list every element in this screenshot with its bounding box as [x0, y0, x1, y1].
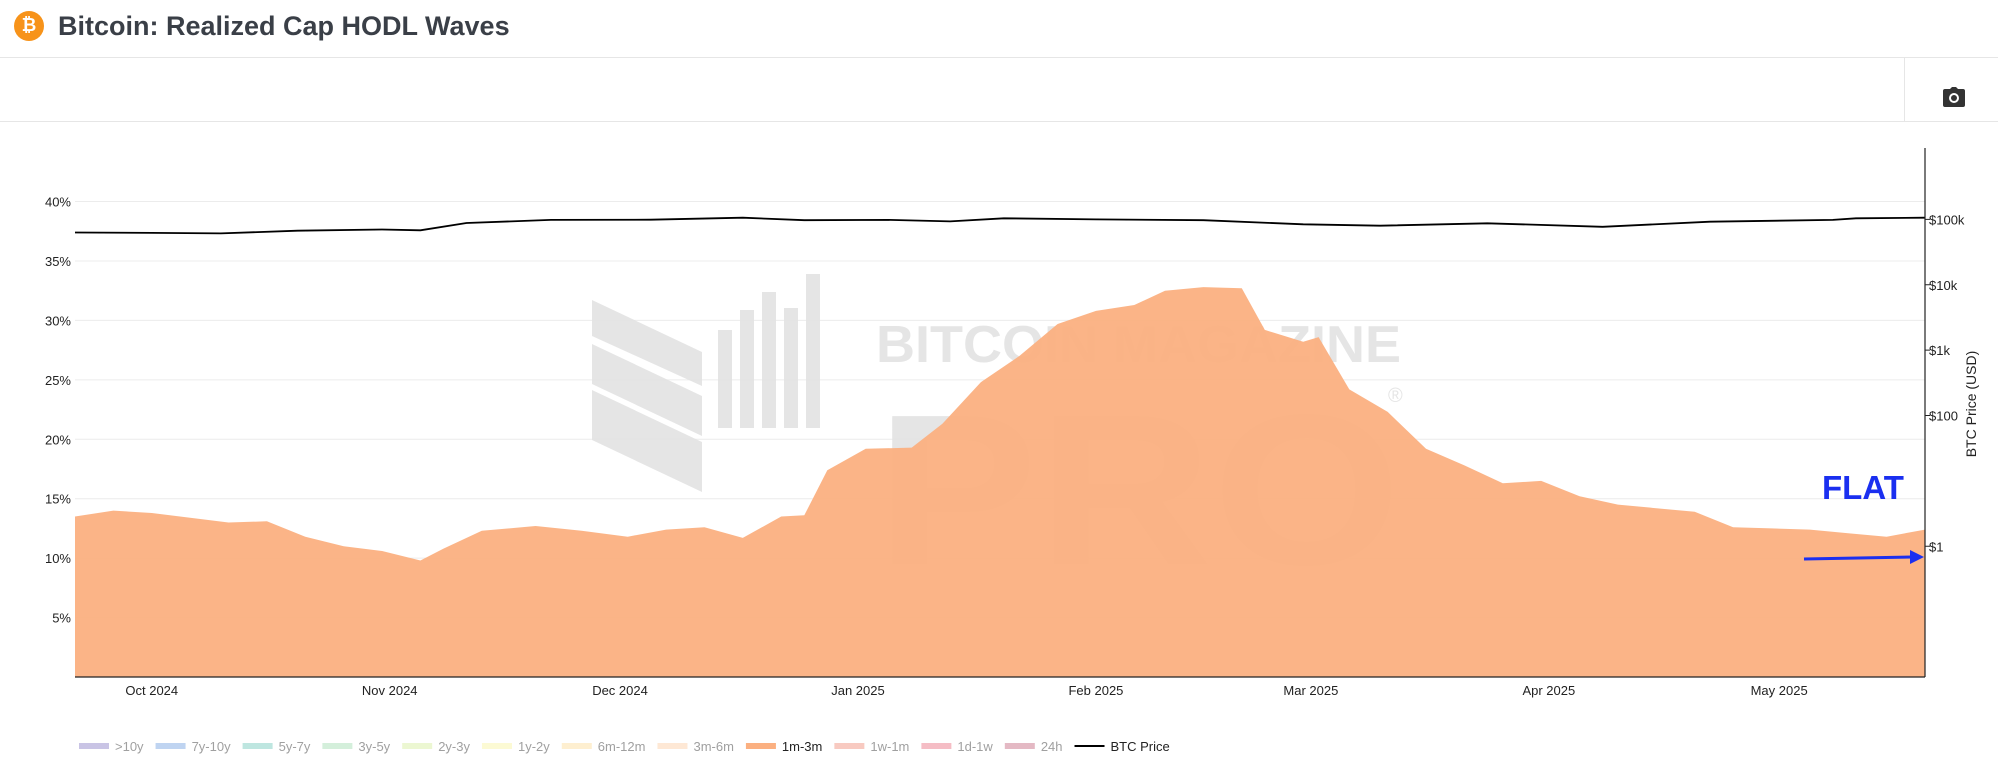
- hodl-waves-chart: BITCOIN MAGAZINE PRO ® 5%10%15%20%25%30%…: [45, 148, 1979, 754]
- legend-item[interactable]: 24h: [1004, 739, 1063, 754]
- legend-swatch: [561, 743, 592, 749]
- legend-label: 6m-12m: [598, 739, 646, 754]
- y-axis-left-ticks: 5% 10% 15% 20% 25% 30% 35% 40%: [45, 195, 71, 626]
- y-tick-label: 5%: [52, 611, 71, 626]
- y-right-tick-label: $1k: [1929, 343, 1950, 358]
- x-tick-label: Mar 2025: [1283, 683, 1338, 698]
- y-right-tick-label: $10k: [1929, 278, 1958, 293]
- x-tick-label: May 2025: [1751, 683, 1808, 698]
- y-right-tick-label: $1: [1929, 539, 1943, 554]
- legend-swatch: [657, 743, 688, 749]
- legend-label: 7y-10y: [192, 739, 232, 754]
- legend-label: 1y-2y: [518, 739, 550, 754]
- flat-annotation: FLAT: [1803, 469, 1924, 564]
- legend-swatch: [921, 743, 952, 749]
- legend-swatch: [242, 743, 273, 749]
- legend-swatch: [155, 743, 186, 749]
- btc-price-line: [74, 216, 1926, 235]
- area-1m-3m: [75, 287, 1925, 677]
- legend: >10y 7y-10y 5y-7y 3y-5y 2y-3y 1y-2y 6m-12m 3m-6…: [79, 739, 1170, 754]
- y-tick-label: 30%: [45, 313, 71, 328]
- y-right-tick-label: $100: [1929, 409, 1958, 424]
- watermark-logo-icon: [592, 274, 820, 492]
- toolbar-divider: [1904, 58, 1905, 122]
- y-right-tick-label: $100k: [1929, 212, 1965, 227]
- legend-swatch: [402, 743, 433, 749]
- watermark-registered: ®: [1388, 385, 1403, 407]
- legend-swatch: [481, 743, 512, 749]
- y-axis-right-label: BTC Price (USD): [1963, 351, 1979, 458]
- legend-label: 2y-3y: [438, 739, 470, 754]
- y-tick-label: 15%: [45, 492, 71, 507]
- page-title: Bitcoin: Realized Cap HODL Waves: [58, 11, 510, 41]
- legend-item[interactable]: >10y: [79, 739, 144, 754]
- legend-item[interactable]: 2y-3y: [402, 739, 470, 754]
- y-tick-label: 25%: [45, 373, 71, 388]
- legend-swatch: [745, 743, 776, 749]
- camera-icon[interactable]: [1942, 86, 1966, 108]
- chart-toolbar: [0, 58, 1998, 122]
- legend-swatch: [834, 743, 865, 749]
- legend-item[interactable]: 7y-10y: [155, 739, 232, 754]
- legend-item[interactable]: 3y-5y: [322, 739, 391, 754]
- legend-item[interactable]: 1d-1w: [921, 739, 993, 754]
- legend-item[interactable]: 6m-12m: [561, 739, 646, 754]
- bitcoin-logo-icon: ₿: [14, 11, 44, 41]
- legend-label: >10y: [115, 739, 144, 754]
- legend-label: 3y-5y: [358, 739, 390, 754]
- legend-swatch: [322, 743, 353, 749]
- legend-item[interactable]: 5y-7y: [242, 739, 311, 754]
- y-axis-right-ticks: $1 $100 $1k $10k $100k: [1925, 212, 1965, 554]
- legend-label: 1w-1m: [870, 739, 909, 754]
- x-tick-label: Dec 2024: [592, 683, 648, 698]
- x-tick-label: Oct 2024: [125, 683, 178, 698]
- header-bar: ₿ Bitcoin: Realized Cap HODL Waves: [0, 0, 1998, 58]
- y-tick-label: 40%: [45, 195, 71, 210]
- legend-item[interactable]: 1y-2y: [481, 739, 550, 754]
- legend-label: 1d-1w: [957, 739, 993, 754]
- legend-item[interactable]: BTC Price: [1074, 739, 1170, 754]
- legend-item[interactable]: 3m-6m: [657, 739, 734, 754]
- arrow-head-icon: [1910, 550, 1924, 564]
- x-tick-label: Jan 2025: [831, 683, 885, 698]
- y-tick-label: 20%: [45, 432, 71, 447]
- flat-annotation-text: FLAT: [1822, 469, 1904, 506]
- legend-label: BTC Price: [1111, 739, 1170, 754]
- axes: [75, 148, 1926, 678]
- legend-label: 5y-7y: [279, 739, 311, 754]
- y-tick-label: 10%: [45, 551, 71, 566]
- legend-swatch: [1004, 743, 1035, 749]
- legend-label: 24h: [1041, 739, 1063, 754]
- x-tick-label: Nov 2024: [362, 683, 418, 698]
- legend-label: 3m-6m: [693, 739, 733, 754]
- x-tick-label: Apr 2025: [1522, 683, 1575, 698]
- legend-item[interactable]: 1m-3m: [745, 739, 822, 754]
- y-tick-label: 35%: [45, 254, 71, 269]
- x-tick-label: Feb 2025: [1068, 683, 1123, 698]
- legend-swatch: [79, 743, 109, 749]
- legend-item[interactable]: 1w-1m: [834, 739, 909, 754]
- x-axis-ticks: Oct 2024 Nov 2024 Dec 2024 Jan 2025 Feb 2025…: [125, 683, 1807, 698]
- flat-annotation-arrow: [1803, 555, 1913, 561]
- legend-label: 1m-3m: [782, 739, 822, 754]
